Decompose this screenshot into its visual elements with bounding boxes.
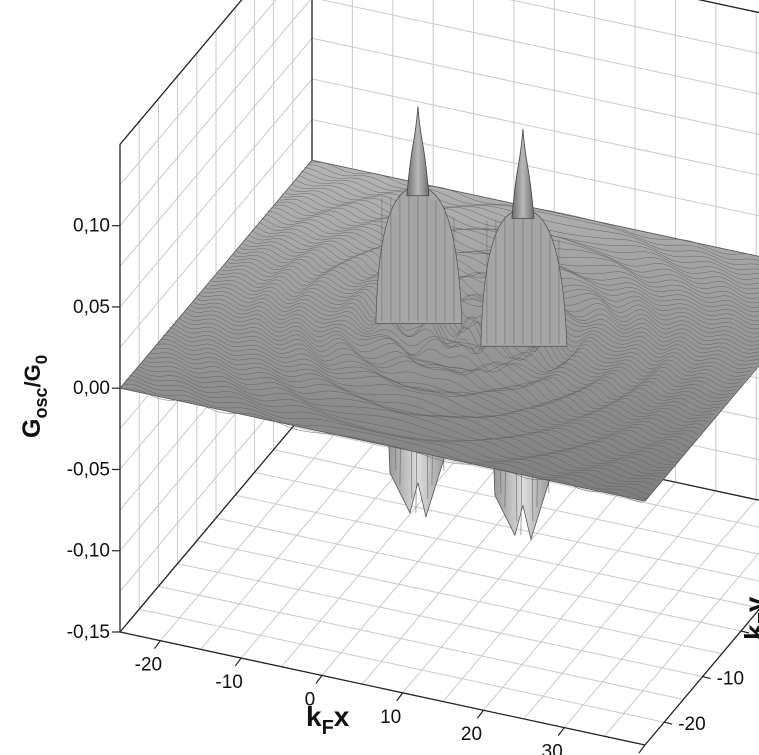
y-tick <box>664 721 673 725</box>
floor-grid-line <box>177 563 703 678</box>
x-tick <box>153 640 161 650</box>
floor-grid-line <box>196 540 722 655</box>
surface-contour <box>209 283 733 395</box>
z-axis-title: Gosc/G0 <box>18 355 51 438</box>
surface-contour <box>159 339 684 456</box>
x-tick-label: 30 <box>542 742 563 755</box>
side-grid-line <box>119 78 313 308</box>
surface-plane <box>119 159 759 503</box>
surface-contour <box>215 276 739 388</box>
surface-contour <box>141 363 665 474</box>
z-tick-label: -0,15 <box>67 622 110 643</box>
box-edge <box>697 0 759 14</box>
surface-contour <box>184 311 708 423</box>
surface-contour <box>119 388 644 503</box>
surface-contour <box>193 302 718 413</box>
back-grid-line <box>311 78 759 176</box>
box-edge <box>119 631 646 746</box>
surface-contour <box>218 272 742 385</box>
back-grid-line <box>311 37 759 136</box>
surface-contour <box>169 326 693 444</box>
x-tick <box>638 744 646 754</box>
back-grid-line <box>311 119 759 217</box>
surface-contour <box>166 330 690 449</box>
x-tick-label: 10 <box>380 707 401 728</box>
x-tick-label: 20 <box>461 724 482 745</box>
surface-contour <box>199 294 724 406</box>
side-grid-line <box>119 0 311 226</box>
side-grid-line <box>119 119 313 348</box>
floor-grid-line <box>158 585 684 700</box>
y-tick-label: -20 <box>678 714 705 735</box>
surface-contour <box>307 164 759 261</box>
positive-peaks <box>406 106 535 219</box>
surface-contour <box>123 383 647 500</box>
z-tick-label: 0,10 <box>73 216 110 237</box>
surface-contour <box>172 323 696 440</box>
surface-contour <box>212 280 736 392</box>
surface-contour <box>150 352 675 466</box>
surface-contour <box>202 291 727 402</box>
surface-contour <box>147 356 672 468</box>
surface-contour <box>196 298 721 410</box>
side-grid-line <box>119 37 313 267</box>
box-edge <box>119 403 313 633</box>
back-grid-line <box>698 0 759 14</box>
surface-contour <box>178 317 702 431</box>
x-tick <box>557 727 565 736</box>
floor-grid-line <box>215 517 742 632</box>
back-grid-line <box>320 0 759 95</box>
surface-contour <box>298 174 759 275</box>
surface-contour <box>175 320 699 436</box>
surface-contour <box>129 375 653 491</box>
z-tick-label: 0,00 <box>73 378 110 399</box>
floor-grid-line <box>235 494 759 609</box>
floor-grid-line <box>292 426 759 528</box>
x-tick <box>396 692 404 702</box>
z-tick-label: -0,05 <box>67 459 110 480</box>
y-axis-title: kFy <box>739 596 759 640</box>
surface-contour <box>301 170 759 270</box>
floor-grid-line <box>139 608 665 723</box>
surface-contour <box>205 287 730 399</box>
z-tick-label: 0,05 <box>73 297 110 318</box>
x-axis-ticks: -20-10010203040 <box>135 640 646 755</box>
y-tick <box>740 630 750 634</box>
y-tick <box>702 676 711 680</box>
surface-contour <box>156 343 681 460</box>
surface-contour <box>162 334 687 453</box>
x-axis-title: kFx <box>306 701 350 739</box>
x-tick-label: -10 <box>215 672 242 693</box>
z-axis-ticks: -0,15 -0,10 -0,05 0,00 0,05 0,10 <box>67 216 120 643</box>
x-tick-label: -20 <box>135 655 162 676</box>
surface-contour <box>190 305 715 416</box>
box-edge <box>119 0 243 145</box>
x-tick <box>315 675 323 684</box>
y-tick-label: -10 <box>717 669 744 690</box>
z-tick-label: -0,10 <box>67 541 110 562</box>
peak-mark-2 <box>511 128 535 219</box>
x-tick <box>476 709 484 719</box>
side-grid-line <box>119 0 277 186</box>
surface-contour <box>132 371 656 487</box>
surface-contour <box>187 308 712 420</box>
surface-contour <box>310 161 759 258</box>
y-tick-label: 0 <box>755 623 759 644</box>
back-grid-line <box>509 0 759 54</box>
surface-contour <box>304 167 759 266</box>
surface-contour <box>138 366 662 478</box>
surface-contour <box>153 348 678 463</box>
peak-mark-1 <box>406 106 430 197</box>
surface-contour <box>144 360 669 471</box>
x-tick <box>234 657 242 667</box>
surface-contour <box>135 368 659 482</box>
x-tick-label: 0 <box>305 689 316 710</box>
